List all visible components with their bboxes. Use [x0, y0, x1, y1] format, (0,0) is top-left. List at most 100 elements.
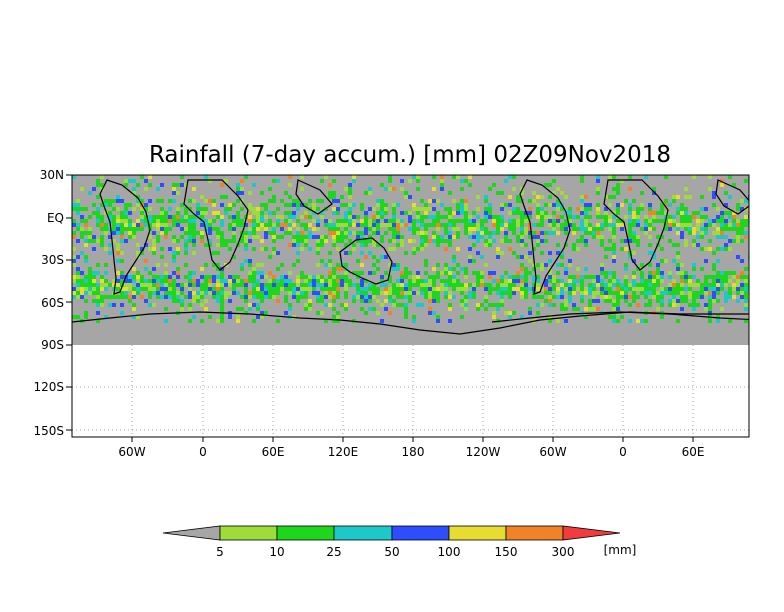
- rain-cell: [552, 295, 556, 299]
- rain-cell: [252, 319, 256, 323]
- rain-cell: [400, 211, 404, 215]
- rain-cell: [108, 235, 112, 239]
- rain-cell: [564, 195, 568, 199]
- rain-cell: [160, 227, 164, 231]
- rain-cell: [192, 223, 196, 227]
- rain-cell: [492, 215, 496, 219]
- rain-cell: [288, 243, 292, 247]
- rain-cell: [608, 283, 612, 287]
- rain-cell: [488, 303, 492, 307]
- rain-cell: [484, 215, 488, 219]
- rain-cell: [664, 287, 668, 291]
- rain-cell: [432, 223, 436, 227]
- rain-cell: [248, 207, 252, 211]
- rain-cell: [472, 271, 476, 275]
- rain-cell: [740, 291, 744, 295]
- rain-cell: [524, 219, 528, 223]
- rain-cell: [256, 291, 260, 295]
- rain-cell: [692, 275, 696, 279]
- rain-cell: [236, 291, 240, 295]
- rain-cell: [396, 243, 400, 247]
- rain-cell: [336, 279, 340, 283]
- rain-cell: [376, 215, 380, 219]
- rain-cell: [720, 247, 724, 251]
- rain-cell: [224, 207, 228, 211]
- rain-cell: [496, 223, 500, 227]
- rain-cell: [696, 279, 700, 283]
- rain-cell: [172, 295, 176, 299]
- rain-cell: [648, 235, 652, 239]
- rain-cell: [624, 263, 628, 267]
- rain-cell: [692, 263, 696, 267]
- rain-cell: [288, 307, 292, 311]
- rain-cell: [712, 283, 716, 287]
- rain-cell: [740, 219, 744, 223]
- rain-cell: [472, 235, 476, 239]
- rain-cell: [264, 215, 268, 219]
- rain-cell: [292, 199, 296, 203]
- rain-cell: [356, 291, 360, 295]
- rain-cell: [556, 207, 560, 211]
- rain-cell: [76, 295, 80, 299]
- rain-cell: [344, 279, 348, 283]
- rain-cell: [360, 279, 364, 283]
- rain-cell: [72, 315, 76, 319]
- rain-cell: [332, 179, 336, 183]
- rain-cell: [176, 267, 180, 271]
- rain-cell: [252, 303, 256, 307]
- rain-cell: [320, 311, 324, 315]
- rain-cell: [232, 215, 236, 219]
- rain-cell: [348, 203, 352, 207]
- rain-cell: [436, 275, 440, 279]
- rain-cell: [520, 287, 524, 291]
- rain-cell: [636, 319, 640, 323]
- rain-cell: [164, 211, 168, 215]
- rain-cell: [696, 303, 700, 307]
- rain-cell: [312, 203, 316, 207]
- rain-cell: [528, 231, 532, 235]
- rain-cell: [236, 199, 240, 203]
- rain-cell: [620, 315, 624, 319]
- rain-cell: [240, 191, 244, 195]
- rain-cell: [552, 227, 556, 231]
- rain-cell: [512, 227, 516, 231]
- rain-cell: [320, 199, 324, 203]
- rain-cell: [608, 287, 612, 291]
- rain-cell: [448, 271, 452, 275]
- rain-cell: [352, 283, 356, 287]
- rain-cell: [288, 279, 292, 283]
- rain-cell: [512, 291, 516, 295]
- rain-cell: [144, 279, 148, 283]
- rain-cell: [124, 215, 128, 219]
- rain-cell: [448, 235, 452, 239]
- rain-cell: [448, 215, 452, 219]
- rain-cell: [648, 211, 652, 215]
- rain-cell: [460, 207, 464, 211]
- rain-cell: [220, 303, 224, 307]
- rain-cell: [724, 299, 728, 303]
- rain-cell: [324, 279, 328, 283]
- rain-cell: [460, 291, 464, 295]
- rain-cell: [152, 223, 156, 227]
- rain-cell: [424, 259, 428, 263]
- rain-cell: [376, 267, 380, 271]
- rain-cell: [416, 179, 420, 183]
- rain-cell: [132, 191, 136, 195]
- rain-cell: [308, 283, 312, 287]
- rain-cell: [116, 243, 120, 247]
- rain-cell: [680, 223, 684, 227]
- rain-cell: [88, 239, 92, 243]
- rain-cell: [704, 247, 708, 251]
- rain-cell: [236, 211, 240, 215]
- rain-cell: [456, 283, 460, 287]
- rain-cell: [140, 223, 144, 227]
- rain-cell: [236, 187, 240, 191]
- rain-cell: [572, 291, 576, 295]
- rain-cell: [520, 275, 524, 279]
- rain-cell: [484, 239, 488, 243]
- rain-cell: [552, 223, 556, 227]
- rain-cell: [520, 243, 524, 247]
- rain-cell: [516, 219, 520, 223]
- rain-cell: [348, 219, 352, 223]
- rain-cell: [456, 235, 460, 239]
